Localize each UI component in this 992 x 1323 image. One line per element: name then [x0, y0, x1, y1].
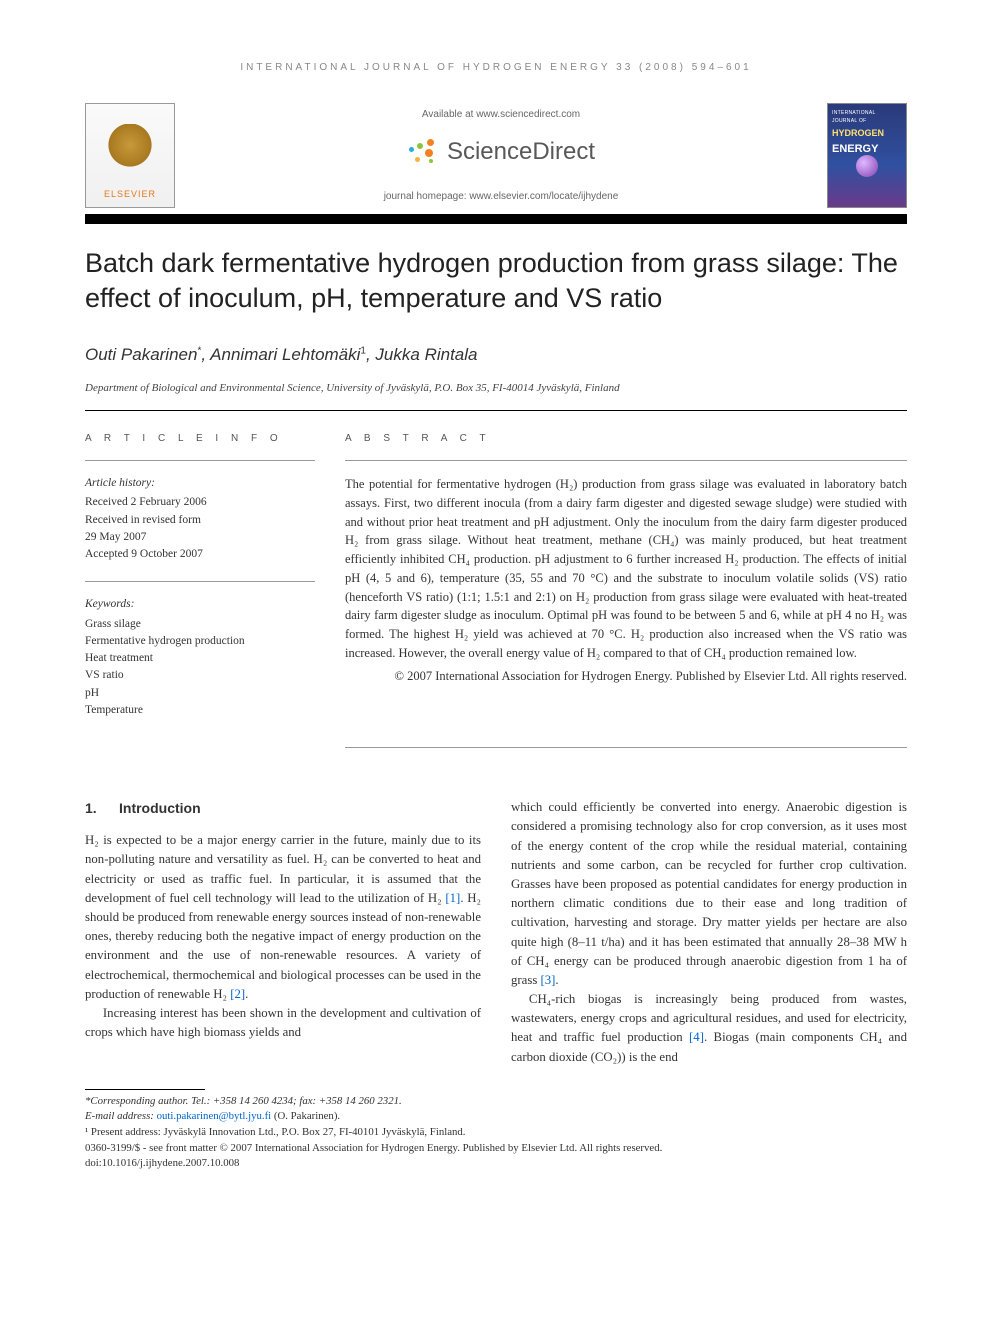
keyword-item: Heat treatment	[85, 650, 315, 667]
article-history-block: Article history: Received 2 February 200…	[85, 475, 315, 563]
footnotes-block: *Corresponding author. Tel.: +358 14 260…	[85, 1089, 907, 1172]
thick-rule	[85, 214, 907, 224]
history-revised-2: 29 May 2007	[85, 529, 315, 546]
body-paragraph: which could efficiently be converted int…	[511, 798, 907, 990]
body-paragraph: H₂ is expected to be a major energy carr…	[85, 831, 481, 1004]
sciencedirect-dots-icon	[407, 137, 441, 167]
sciencedirect-logo: ScienceDirect	[407, 134, 595, 170]
doi-line: doi:10.1016/j.ijhydene.2007.10.008	[85, 1156, 907, 1172]
corresponding-author: *Corresponding author. Tel.: +358 14 260…	[85, 1094, 907, 1110]
citation-link[interactable]: [2]	[230, 987, 245, 1001]
body-paragraph: CH₄-rich biogas is increasingly being pr…	[511, 990, 907, 1067]
present-address: ¹ Present address: Jyväskylä Innovation …	[85, 1125, 907, 1141]
authors-line: Outi Pakarinen*, Annimari Lehtomäki1, Ju…	[85, 342, 907, 368]
section-number: 1.	[85, 798, 119, 819]
abstract-rule-bottom	[345, 747, 907, 748]
abstract-rule-top	[345, 460, 907, 461]
elsevier-wordmark: ELSEVIER	[104, 188, 156, 202]
history-heading: Article history:	[85, 475, 315, 492]
publisher-band: ELSEVIER Available at www.sciencedirect.…	[85, 103, 907, 208]
body-paragraph: Increasing interest has been shown in th…	[85, 1004, 481, 1042]
info-rule-top	[85, 460, 315, 461]
keyword-item: Temperature	[85, 702, 315, 719]
keyword-item: pH	[85, 685, 315, 702]
elsevier-tree-icon	[103, 124, 157, 184]
history-accepted: Accepted 9 October 2007	[85, 546, 315, 563]
body-columns: 1.Introduction H₂ is expected to be a ma…	[85, 798, 907, 1067]
article-info-label: A R T I C L E I N F O	[85, 431, 315, 446]
section-heading-1: 1.Introduction	[85, 798, 481, 819]
journal-homepage-line: journal homepage: www.elsevier.com/locat…	[191, 189, 811, 204]
section-title: Introduction	[119, 800, 201, 816]
info-abstract-row: A R T I C L E I N F O Article history: R…	[85, 431, 907, 737]
info-bottom-rules	[85, 747, 907, 748]
cover-planet-icon	[856, 155, 878, 177]
rights-line: 0360-3199/$ - see front matter © 2007 In…	[85, 1141, 907, 1157]
email-link[interactable]: outi.pakarinen@bytl.jyu.fi	[157, 1110, 272, 1122]
abstract-column: A B S T R A C T The potential for fermen…	[345, 431, 907, 737]
running-header: INTERNATIONAL JOURNAL OF HYDROGEN ENERGY…	[85, 60, 907, 75]
citation-link[interactable]: [3]	[541, 973, 556, 987]
cover-line2: HYDROGEN	[832, 127, 902, 141]
abstract-label: A B S T R A C T	[345, 431, 907, 446]
article-info-column: A R T I C L E I N F O Article history: R…	[85, 431, 315, 737]
page: INTERNATIONAL JOURNAL OF HYDROGEN ENERGY…	[0, 0, 992, 1212]
email-line: E-mail address: outi.pakarinen@bytl.jyu.…	[85, 1109, 907, 1125]
available-at-line: Available at www.sciencedirect.com	[191, 107, 811, 122]
citation-link[interactable]: [1]	[445, 891, 460, 905]
article-title: Batch dark fermentative hydrogen product…	[85, 246, 907, 316]
affiliation-line: Department of Biological and Environment…	[85, 380, 907, 397]
citation-link[interactable]: [4]	[689, 1030, 704, 1044]
cover-line1: INTERNATIONAL JOURNAL OF	[832, 110, 902, 125]
copyright-line: © 2007 International Association for Hyd…	[345, 667, 907, 686]
keyword-item: Fermentative hydrogen production	[85, 633, 315, 650]
rule-under-affiliation	[85, 410, 907, 411]
journal-cover-thumbnail: INTERNATIONAL JOURNAL OF HYDROGEN ENERGY	[827, 103, 907, 208]
history-revised-1: Received in revised form	[85, 512, 315, 529]
keywords-block: Keywords: Grass silage Fermentative hydr…	[85, 596, 315, 719]
keywords-heading: Keywords:	[85, 596, 315, 613]
sciencedirect-word: ScienceDirect	[447, 134, 595, 170]
keyword-item: VS ratio	[85, 667, 315, 684]
publisher-center: Available at www.sciencedirect.com Scien…	[191, 107, 811, 204]
info-rule-mid	[85, 581, 315, 582]
elsevier-logo: ELSEVIER	[85, 103, 175, 208]
footnote-rule	[85, 1089, 205, 1090]
history-received: Received 2 February 2006	[85, 494, 315, 511]
abstract-text: The potential for fermentative hydrogen …	[345, 475, 907, 663]
keyword-item: Grass silage	[85, 616, 315, 633]
